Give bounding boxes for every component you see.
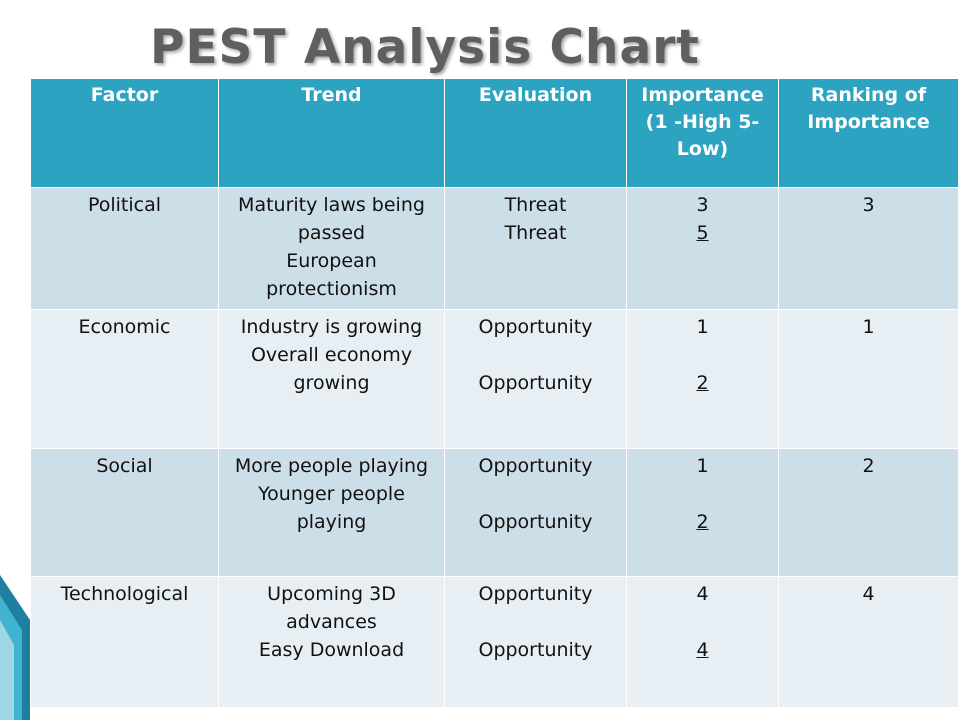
evaluation-item: Opportunity	[478, 639, 593, 661]
trend-item: Upcoming 3D advances	[267, 583, 396, 633]
evaluation-item: Opportunity	[478, 583, 593, 605]
importance-item: 5	[696, 222, 709, 244]
header-trend: Trend	[218, 78, 445, 188]
evaluation-item: Opportunity	[478, 372, 593, 394]
ranking-cell: 4	[778, 576, 959, 708]
importance-item: 2	[696, 511, 709, 533]
importance-item: 1	[696, 316, 709, 338]
importance-cell: 3 5	[626, 187, 779, 310]
pest-table: Factor Trend Evaluation Importance (1 -H…	[30, 78, 959, 708]
trend-cell: Upcoming 3D advances Easy Download	[218, 576, 445, 708]
evaluation-cell: Opportunity Opportunity	[444, 576, 627, 708]
evaluation-cell: Threat Threat	[444, 187, 627, 310]
importance-item: 2	[696, 372, 709, 394]
evaluation-item: Opportunity	[478, 511, 593, 533]
ranking-cell: 3	[778, 187, 959, 310]
importance-cell: 4 4	[626, 576, 779, 708]
factor-cell: Social	[30, 448, 219, 577]
importance-item: 4	[696, 583, 709, 605]
header-row: Factor Trend Evaluation Importance (1 -H…	[30, 78, 959, 188]
header-ranking: Ranking of Importance	[778, 78, 959, 188]
importance-item: 4	[696, 639, 709, 661]
trend-cell: More people playing Younger people playi…	[218, 448, 445, 577]
ranking-cell: 2	[778, 448, 959, 577]
trend-item: Younger people playing	[258, 483, 405, 533]
evaluation-item: Threat	[504, 222, 567, 244]
evaluation-item: Opportunity	[478, 455, 593, 477]
table-row: Economic Industry is growing Overall eco…	[30, 309, 959, 449]
importance-cell: 1 2	[626, 448, 779, 577]
importance-cell: 1 2	[626, 309, 779, 449]
trend-cell: Industry is growing Overall economy grow…	[218, 309, 445, 449]
header-evaluation: Evaluation	[444, 78, 627, 188]
evaluation-cell: Opportunity Opportunity	[444, 448, 627, 577]
table-row: Political Maturity laws being passed Eur…	[30, 187, 959, 310]
ranking-cell: 1	[778, 309, 959, 449]
importance-item: 3	[696, 194, 709, 216]
factor-cell: Technological	[30, 576, 219, 708]
page-title: PEST Analysis Chart	[150, 20, 700, 75]
evaluation-item: Threat	[504, 194, 567, 216]
trend-item: European protectionism	[266, 250, 397, 300]
trend-item: Easy Download	[258, 639, 405, 661]
trend-item: Overall economy growing	[250, 344, 413, 394]
trend-item: More people playing	[234, 455, 429, 477]
factor-cell: Political	[30, 187, 219, 310]
table-row: Technological Upcoming 3D advances Easy …	[30, 576, 959, 708]
decorative-corner-shape	[0, 575, 30, 720]
trend-item: Industry is growing	[240, 316, 423, 338]
table-row: Social More people playing Younger peopl…	[30, 448, 959, 577]
factor-cell: Economic	[30, 309, 219, 449]
evaluation-item: Opportunity	[478, 316, 593, 338]
evaluation-cell: Opportunity Opportunity	[444, 309, 627, 449]
trend-cell: Maturity laws being passed European prot…	[218, 187, 445, 310]
importance-item: 1	[696, 455, 709, 477]
header-importance: Importance (1 -High 5- Low)	[626, 78, 779, 188]
trend-item: Maturity laws being passed	[238, 194, 425, 244]
header-factor: Factor	[30, 78, 219, 188]
